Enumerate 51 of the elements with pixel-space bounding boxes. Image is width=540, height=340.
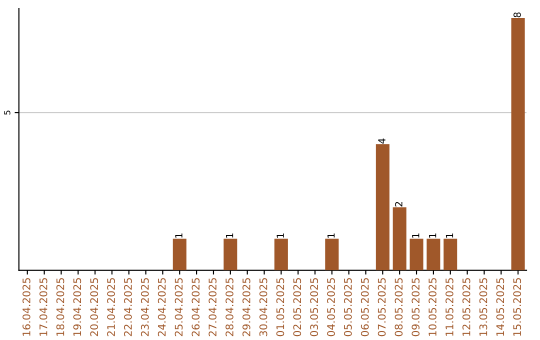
- x-tick-label: 12.05.2025: [462, 278, 470, 336]
- bar: [444, 238, 458, 270]
- x-tick-label: 05.05.2025: [344, 278, 352, 336]
- y-tick-label: 5: [4, 110, 10, 115]
- bar: [224, 238, 238, 270]
- x-tick-label: 25.04.2025: [174, 278, 183, 336]
- data-label: 1: [276, 233, 284, 238]
- x-tick-label: 07.05.2025: [378, 278, 386, 336]
- bar: [172, 238, 186, 270]
- data-label: 8: [514, 12, 521, 18]
- x-tick-label: 15.05.2025: [513, 278, 522, 336]
- x-tick-label: 18.04.2025: [56, 278, 64, 336]
- x-tick-label: 29.04.2025: [242, 278, 250, 336]
- data-label: 1: [328, 233, 335, 238]
- x-tick-label: 03.05.2025: [310, 278, 318, 336]
- x-tick-label: 19.04.2025: [73, 278, 82, 336]
- data-label: 4: [378, 138, 386, 144]
- x-tick-label: 17.04.2025: [39, 278, 48, 336]
- x-tick-label: 23.04.2025: [140, 278, 149, 336]
- data-label: 1: [226, 233, 234, 238]
- data-label: 2: [395, 202, 402, 207]
- x-tick-label: 14.05.2025: [496, 278, 504, 336]
- x-tick-label: 26.04.2025: [192, 278, 200, 336]
- x-tick-label: 13.05.2025: [479, 278, 488, 336]
- x-tick-label: 28.04.2025: [226, 278, 234, 336]
- bar: [325, 238, 339, 270]
- bar: [274, 238, 288, 270]
- x-tick-label: 24.04.2025: [158, 278, 166, 336]
- bar: [410, 238, 424, 270]
- x-tick-label: 02.05.2025: [293, 278, 302, 336]
- data-label: 1: [175, 233, 182, 238]
- x-tick-label: 06.05.2025: [360, 278, 369, 336]
- x-tick-label: 20.04.2025: [90, 278, 98, 336]
- x-tick-label: 16.04.2025: [22, 278, 30, 336]
- x-tick-label: 27.04.2025: [208, 278, 216, 336]
- x-tick-label: 09.05.2025: [412, 278, 420, 336]
- x-tick-label: 22.04.2025: [124, 278, 132, 336]
- x-tick-label: 11.05.2025: [446, 278, 454, 336]
- x-tick-label: 21.04.2025: [107, 278, 115, 336]
- bar: [376, 144, 390, 270]
- data-label: 1: [412, 233, 420, 238]
- bar: [392, 207, 406, 270]
- bar: [511, 18, 525, 270]
- x-tick-label: 01.05.2025: [276, 278, 284, 336]
- x-tick-label: 08.05.2025: [394, 278, 403, 336]
- bar: [426, 238, 440, 270]
- data-label: 1: [446, 233, 454, 238]
- x-tick-label: 04.05.2025: [327, 278, 335, 336]
- x-tick-label: 10.05.2025: [428, 278, 436, 336]
- x-tick-label: 30.04.2025: [259, 278, 268, 336]
- data-label: 1: [429, 233, 436, 238]
